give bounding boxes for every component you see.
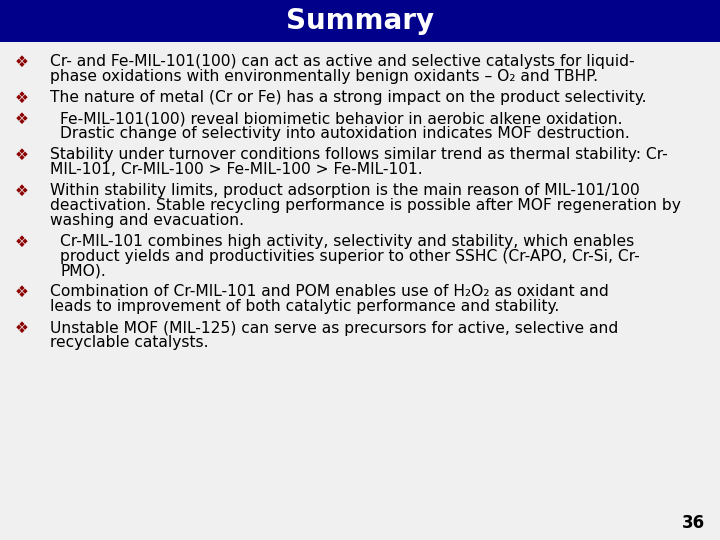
Text: PMO).: PMO). <box>60 263 106 278</box>
Text: ❖: ❖ <box>15 321 29 336</box>
Text: Stability under turnover conditions follows similar trend as thermal stability: : Stability under turnover conditions foll… <box>50 147 667 163</box>
Text: ❖: ❖ <box>15 112 29 127</box>
Text: Cr-MIL-101 combines high activity, selectivity and stability, which enables: Cr-MIL-101 combines high activity, selec… <box>60 234 634 249</box>
Text: phase oxidations with environmentally benign oxidants – O₂ and TBHP.: phase oxidations with environmentally be… <box>50 69 598 84</box>
Text: 36: 36 <box>682 514 705 532</box>
Text: ❖: ❖ <box>15 148 29 163</box>
Bar <box>0 0 720 42</box>
Text: Cr- and Fe-MIL-101(100) can act as active and selective catalysts for liquid-: Cr- and Fe-MIL-101(100) can act as activ… <box>50 54 634 69</box>
Text: product yields and productivities superior to other SSHC (Cr-APO, Cr-Si, Cr-: product yields and productivities superi… <box>60 248 640 264</box>
Text: Within stability limits, product adsorption is the main reason of MIL-101/100: Within stability limits, product adsorpt… <box>50 184 640 199</box>
Text: MIL-101, Cr-MIL-100 > Fe-MIL-100 > Fe-MIL-101.: MIL-101, Cr-MIL-100 > Fe-MIL-100 > Fe-MI… <box>50 162 423 177</box>
Text: Drastic change of selectivity into autoxidation indicates MOF destruction.: Drastic change of selectivity into autox… <box>60 126 630 141</box>
Text: leads to improvement of both catalytic performance and stability.: leads to improvement of both catalytic p… <box>50 299 559 314</box>
Text: washing and evacuation.: washing and evacuation. <box>50 213 244 227</box>
Text: ❖: ❖ <box>15 184 29 199</box>
Text: Combination of Cr-MIL-101 and POM enables use of H₂O₂ as oxidant and: Combination of Cr-MIL-101 and POM enable… <box>50 285 608 300</box>
Text: ❖: ❖ <box>15 91 29 106</box>
Text: Fe-MIL-101(100) reveal biomimetic behavior in aerobic alkene oxidation.: Fe-MIL-101(100) reveal biomimetic behavi… <box>60 111 623 126</box>
Text: deactivation. Stable recycling performance is possible after MOF regeneration by: deactivation. Stable recycling performan… <box>50 198 681 213</box>
Text: ❖: ❖ <box>15 235 29 249</box>
Text: ❖: ❖ <box>15 285 29 300</box>
Text: Summary: Summary <box>286 7 434 35</box>
Text: The nature of metal (Cr or Fe) has a strong impact on the product selectivity.: The nature of metal (Cr or Fe) has a str… <box>50 90 647 105</box>
Text: ❖: ❖ <box>15 55 29 70</box>
Text: recyclable catalysts.: recyclable catalysts. <box>50 335 209 350</box>
Text: Unstable MOF (MIL-125) can serve as precursors for active, selective and: Unstable MOF (MIL-125) can serve as prec… <box>50 321 618 335</box>
